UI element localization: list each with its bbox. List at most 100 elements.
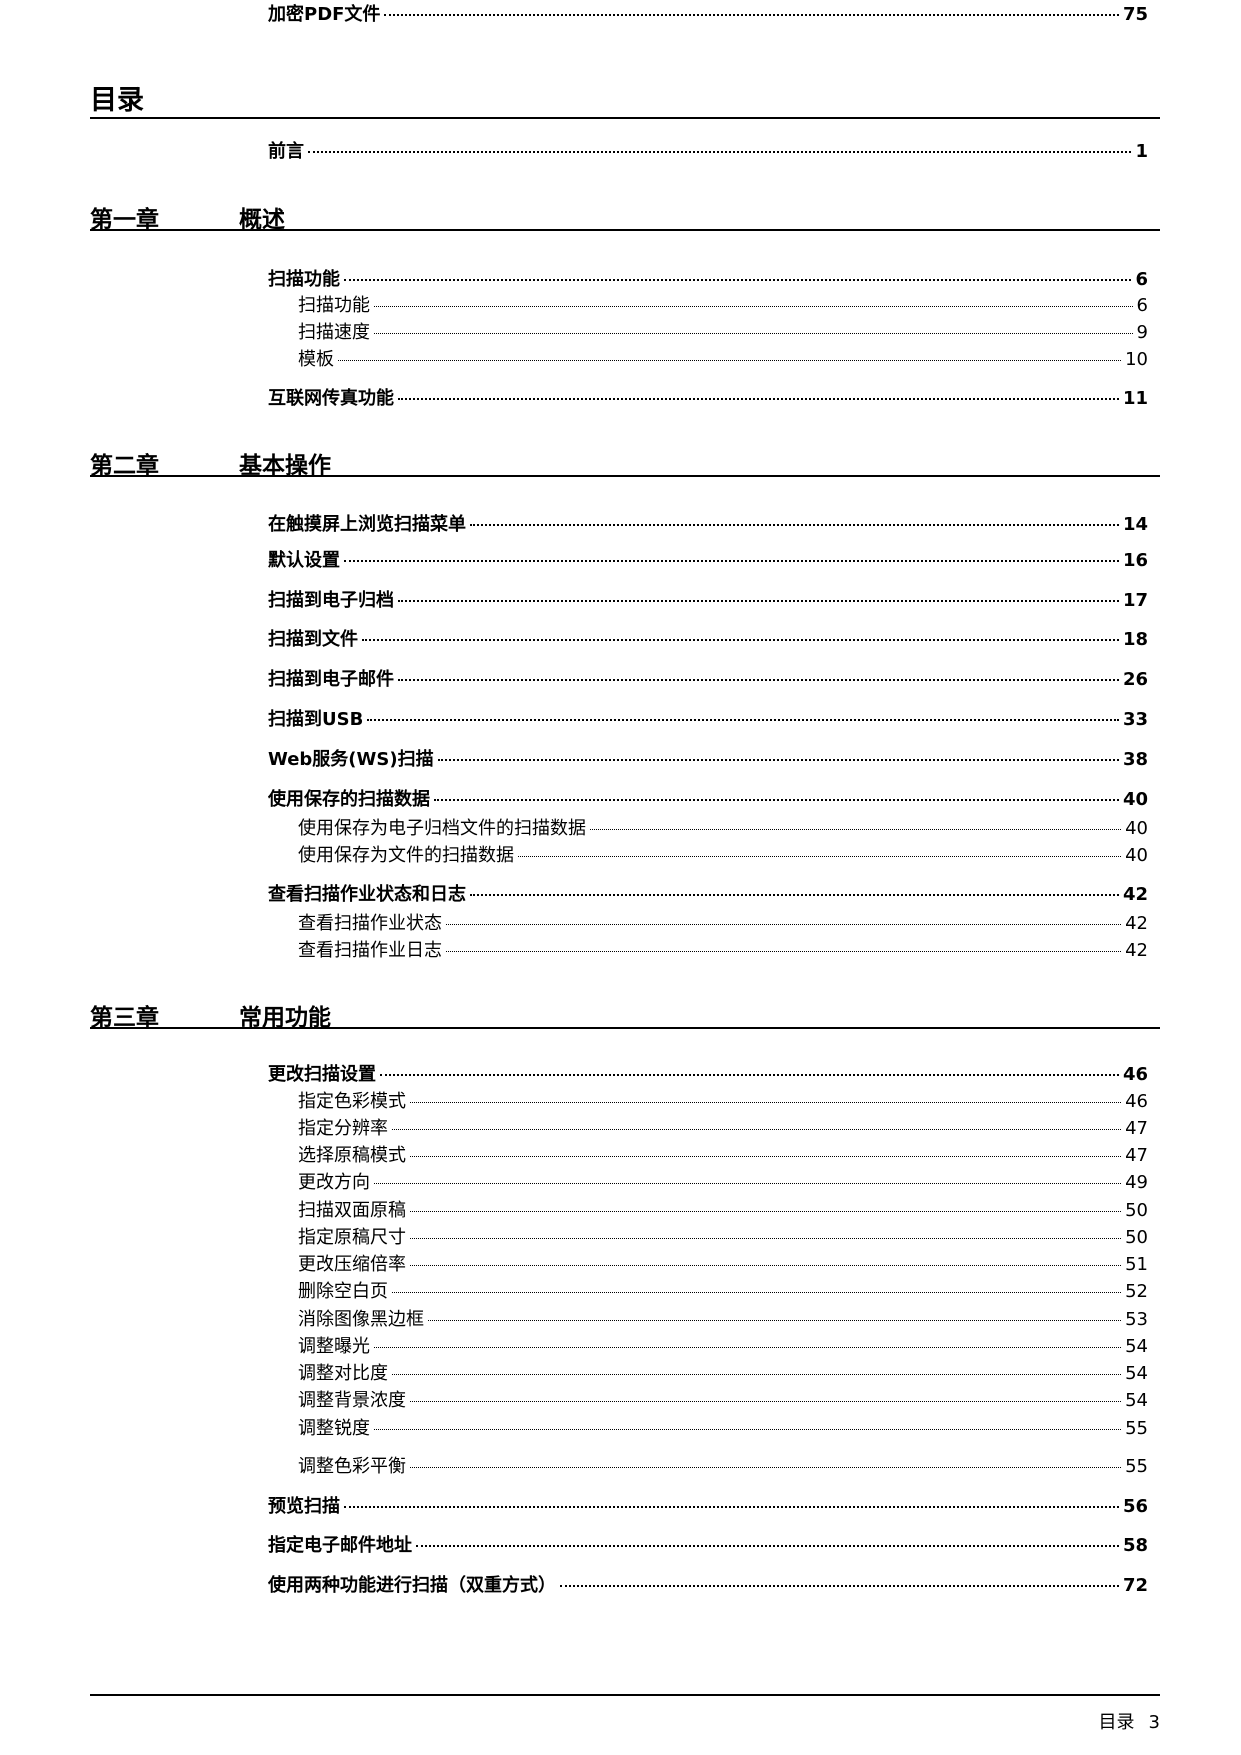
entry-title: 扫描速度 <box>298 322 370 343</box>
dot-leader <box>410 1401 1122 1402</box>
entry-title: 消除图像黑边框 <box>298 1309 424 1330</box>
entry-title: 调整色彩平衡 <box>298 1456 406 1477</box>
entry-page: 58 <box>1122 1535 1148 1556</box>
chapter-divider <box>90 475 1160 477</box>
toc-subentry[interactable]: 指定色彩模式 46 <box>298 1087 1148 1113</box>
entry-page: 51 <box>1125 1254 1148 1275</box>
entry-page: 54 <box>1125 1390 1148 1411</box>
chapter-title[interactable]: 概述 <box>239 207 285 233</box>
chapter-title[interactable]: 常用功能 <box>239 1005 331 1031</box>
toc-subentry[interactable]: 模板 10 <box>298 345 1148 371</box>
entry-title: 使用保存为文件的扫描数据 <box>298 845 514 866</box>
toc-entry[interactable]: 在触摸屏上浏览扫描菜单 14 <box>268 510 1148 536</box>
entry-page: 26 <box>1122 669 1148 690</box>
toc-entry[interactable]: 扫描到文件 18 <box>268 625 1148 651</box>
toc-entry[interactable]: 更改扫描设置 46 <box>268 1060 1148 1086</box>
toc-entry[interactable]: 扫描到电子邮件 26 <box>268 665 1148 691</box>
toc-entry[interactable]: 使用两种功能进行扫描（双重方式） 72 <box>268 1571 1148 1597</box>
dot-leader <box>374 306 1133 307</box>
toc-subentry[interactable]: 扫描速度 9 <box>298 318 1148 344</box>
entry-page: 42 <box>1125 940 1148 961</box>
entry-page: 10 <box>1125 349 1148 370</box>
entry-page: 53 <box>1125 1309 1148 1330</box>
toc-subentry[interactable]: 调整曝光 54 <box>298 1332 1148 1358</box>
toc-subentry[interactable]: 扫描双面原稿 50 <box>298 1196 1148 1222</box>
entry-title: 使用保存的扫描数据 <box>268 789 430 810</box>
entry-page: 38 <box>1122 749 1148 770</box>
toc-subentry[interactable]: 使用保存为文件的扫描数据 40 <box>298 841 1148 867</box>
dot-leader <box>410 1238 1122 1239</box>
dot-leader <box>374 1429 1122 1430</box>
toc-subentry[interactable]: 扫描功能 6 <box>298 291 1148 317</box>
dot-leader <box>560 1585 1119 1587</box>
dot-leader <box>374 333 1133 334</box>
toc-subentry[interactable]: 更改方向 49 <box>298 1168 1148 1194</box>
entry-title: 扫描到文件 <box>268 629 358 650</box>
entry-title: 模板 <box>298 349 334 370</box>
toc-subentry[interactable]: 指定原稿尺寸 50 <box>298 1223 1148 1249</box>
toc-entry[interactable]: 扫描功能 6 <box>268 265 1148 291</box>
entry-title: 调整对比度 <box>298 1363 388 1384</box>
entry-title: 扫描到电子邮件 <box>268 669 394 690</box>
entry-title: 互联网传真功能 <box>268 388 394 409</box>
dot-leader <box>344 279 1132 281</box>
toc-subentry[interactable]: 消除图像黑边框 53 <box>298 1305 1148 1331</box>
entry-page: 55 <box>1125 1418 1148 1439</box>
chapter-title[interactable]: 基本操作 <box>239 453 331 479</box>
toc-subentry[interactable]: 删除空白页 52 <box>298 1277 1148 1303</box>
dot-leader <box>338 360 1122 361</box>
footer-section: 目录 <box>1098 1712 1135 1733</box>
entry-page: 49 <box>1125 1172 1148 1193</box>
entry-title: 选择原稿模式 <box>298 1145 406 1166</box>
entry-page: 16 <box>1122 550 1148 571</box>
toc-subentry[interactable]: 调整色彩平衡 55 <box>298 1452 1148 1478</box>
toc-subentry[interactable]: 更改压缩倍率 51 <box>298 1250 1148 1276</box>
entry-title: 查看扫描作业状态 <box>298 913 442 934</box>
toc-entry[interactable]: 使用保存的扫描数据 40 <box>268 785 1148 811</box>
toc-subentry[interactable]: 调整对比度 54 <box>298 1359 1148 1385</box>
toc-subentry[interactable]: 调整背景浓度 54 <box>298 1386 1148 1412</box>
entry-page: 54 <box>1125 1363 1148 1384</box>
entry-page: 52 <box>1125 1281 1148 1302</box>
dot-leader <box>398 600 1119 602</box>
dot-leader <box>410 1156 1122 1157</box>
dot-leader <box>428 1320 1122 1321</box>
toc-entry[interactable]: 加密PDF文件 75 <box>268 0 1148 26</box>
dot-leader <box>362 639 1119 641</box>
toc-subentry[interactable]: 查看扫描作业状态 42 <box>298 909 1148 935</box>
entry-title: 扫描双面原稿 <box>298 1200 406 1221</box>
toc-entry[interactable]: 扫描到USB 33 <box>268 705 1148 731</box>
dot-leader <box>374 1347 1122 1348</box>
entry-title: 调整曝光 <box>298 1336 370 1357</box>
toc-entry[interactable]: 扫描到电子归档 17 <box>268 586 1148 612</box>
toc-entry[interactable]: 预览扫描 56 <box>268 1492 1148 1518</box>
entry-title: 使用两种功能进行扫描（双重方式） <box>268 1575 556 1596</box>
toc-entry[interactable]: 默认设置 16 <box>268 546 1148 572</box>
dot-leader <box>470 524 1119 526</box>
entry-page: 1 <box>1135 141 1148 162</box>
dot-leader <box>392 1292 1122 1293</box>
entry-page: 50 <box>1125 1200 1148 1221</box>
dot-leader <box>410 1265 1122 1266</box>
toc-entry[interactable]: Web服务(WS)扫描 38 <box>268 745 1148 771</box>
entry-page: 18 <box>1122 629 1148 650</box>
toc-entry-preface[interactable]: 前言 1 <box>268 137 1148 163</box>
toc-subentry[interactable]: 查看扫描作业日志 42 <box>298 936 1148 962</box>
dot-leader <box>518 856 1122 857</box>
toc-subentry[interactable]: 调整锐度 55 <box>298 1414 1148 1440</box>
toc-entry[interactable]: 指定电子邮件地址 58 <box>268 1531 1148 1557</box>
toc-entry[interactable]: 互联网传真功能 11 <box>268 384 1148 410</box>
toc-subentry[interactable]: 使用保存为电子归档文件的扫描数据 40 <box>298 814 1148 840</box>
chapter-label: 第三章 <box>90 1005 159 1031</box>
entry-page: 17 <box>1122 590 1148 611</box>
toc-entry[interactable]: 查看扫描作业状态和日志 42 <box>268 880 1148 906</box>
toc-subentry[interactable]: 选择原稿模式 47 <box>298 1141 1148 1167</box>
toc-subentry[interactable]: 指定分辨率 47 <box>298 1114 1148 1140</box>
entry-title: 调整背景浓度 <box>298 1390 406 1411</box>
dot-leader <box>437 759 1119 761</box>
entry-page: 40 <box>1125 845 1148 866</box>
entry-page: 40 <box>1125 818 1148 839</box>
entry-page: 33 <box>1122 709 1148 730</box>
entry-page: 56 <box>1122 1496 1148 1517</box>
entry-page: 72 <box>1122 1575 1148 1596</box>
